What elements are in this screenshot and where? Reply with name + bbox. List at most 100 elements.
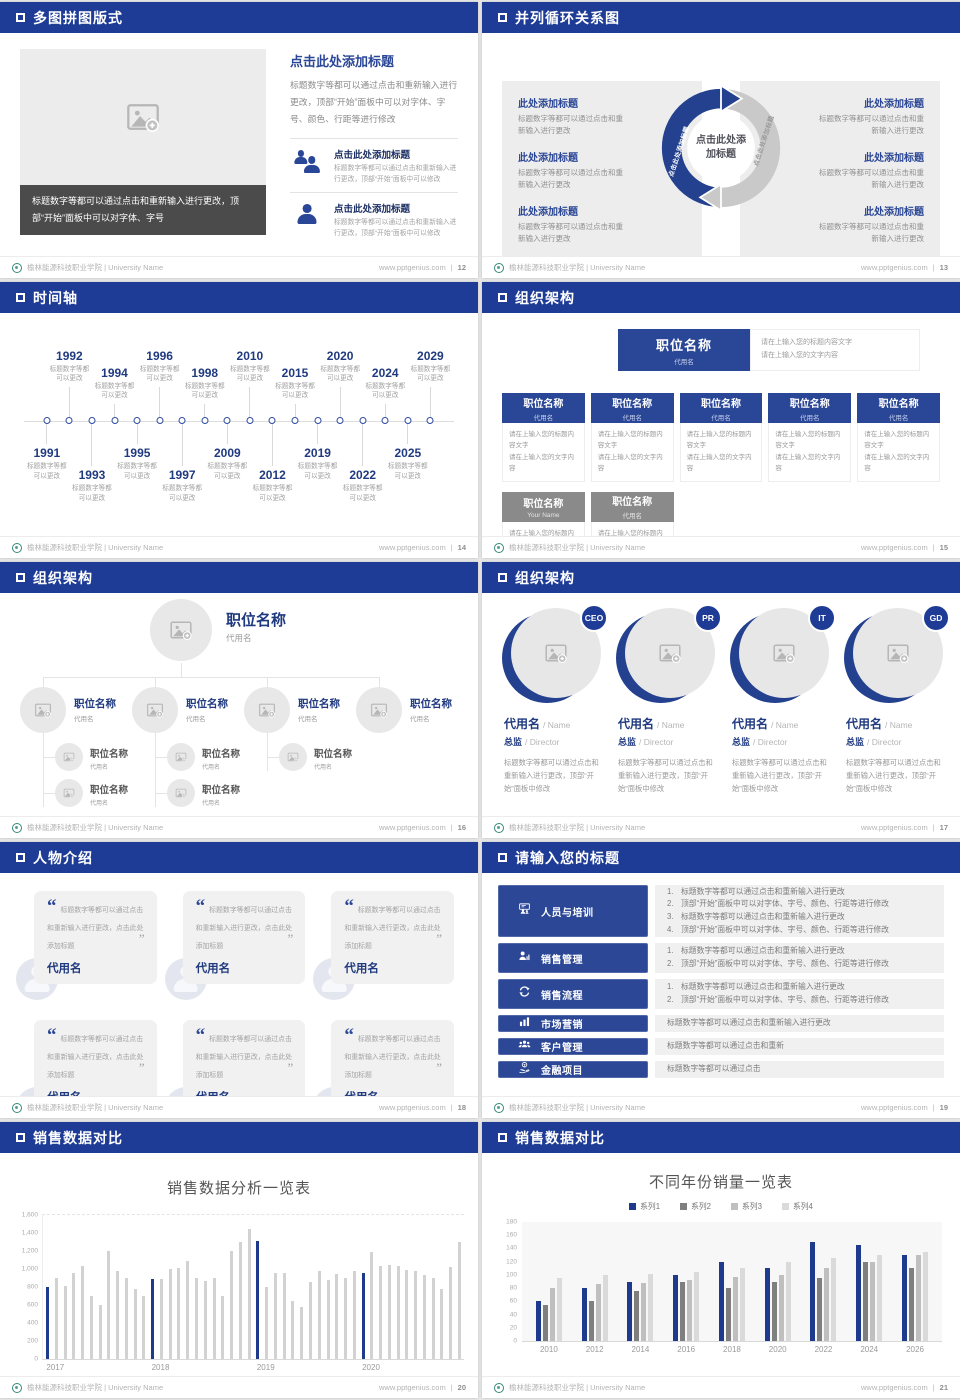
chart-bar [335,1274,339,1359]
topic-button[interactable]: 销售流程 [498,979,648,1009]
chart-bar [824,1268,830,1341]
legend-item: 系列4 [781,1201,813,1212]
detail-line: 2. 顶部“开始”面板中可以对字体、字号、颜色、行距等进行修改 [667,898,932,911]
timeline-text: 标题数字等都 可以更改 [365,382,406,400]
close-quote-icon: ” [138,1060,145,1075]
chart-bar [265,1287,269,1359]
slide-title: 人物介绍 [33,849,93,866]
timeline-item: 1998 标题数字等都 可以更改 [176,366,234,421]
topic-button[interactable]: 客户管理 [498,1038,648,1055]
timeline-connector [136,422,138,444]
connector-line [155,793,167,794]
page-number: 17 [939,823,948,832]
grouped-bar-chart: 180 160 140 120 100 80 60 40 20 0 2010 2012 2014 2016… [506,1219,942,1354]
position-title: 职位名称 [612,398,653,410]
footer-separator: | [450,263,453,272]
position-sub: 代用名 [202,801,221,807]
chart-bar [831,1257,837,1341]
topic-button[interactable]: 人员与培训 [498,885,648,937]
slide-title-bar: 多图拼图版式 [0,2,478,33]
image-placeholder-icon [545,644,567,664]
timeline-connector [429,387,431,421]
university-name: 榆林能源科技职业学院 | University Name [27,1383,164,1392]
person-card: “标题数字等都可以通过点击和重新输入进行更改，点击此处添加标题” 代用名 [313,891,454,1000]
detail-text: 标题数字等都可以通过点击和重新输入进行更改 [681,982,845,992]
timeline-year: 2022 [349,468,377,482]
feature-item: 点击此处添加标题 标题数字等都可以通过点击和重新输入进行更改，顶部“开始”面板中… [290,138,458,192]
org-child-label: 职位名称 代用名 [298,696,340,723]
profile-name: 代用名 / Name [618,715,716,732]
detail-text: 顶部“开始”面板中可以对字体、字号、颜色、行距等进行修改 [681,995,889,1004]
timeline: 1991 标题数字等都 可以更改 1992 标题数字等都 可以更改 1993 标题数字等都… [0,313,478,536]
feature-title: 点击此处添加标题 [334,150,411,162]
slide-thumbnail-15[interactable]: 组织架构 职位名称 代用名 请在上输入您的标题内容文字 请在上输入您的文字内容 … [482,282,960,558]
position-title: 职位名称 [298,698,340,710]
cycle-left-panel: 此处添加标题 标题数字等都可以通过点击和重 新输入进行更改 此处添加标题 标题数字等都… [502,81,702,256]
topic-button[interactable]: 市场营销 [498,1015,648,1032]
chart-bar [168,1269,172,1359]
slide-content: 销售数据分析一览表 1,600 1,400 1,200 1,000 800 600 400 2… [0,1153,478,1376]
slide-thumbnail-19[interactable]: 请输入您的标题 人员与培训 1. 标题数字等都可以通过点击和重新输入进行更改 2. 顶部… [482,842,960,1118]
role-en: / Director [753,737,788,747]
timeline-text: 标题数字等都 可以更改 [184,382,225,400]
chart-bar [732,1276,738,1341]
topic-button[interactable]: 销售管理 [498,943,648,973]
bar-chart: 1,600 1,400 1,200 1,000 800 600 400 200 0 2017 201… [22,1212,464,1372]
avatar-circle-small [167,779,195,807]
cycle-item: 此处添加标题 标题数字等都可以通过点击和重 新输入进行更改 [518,149,686,191]
university-logo-icon [494,542,504,553]
image-caption: 标题数字等都可以通过点击和重新输入进行更改，顶部“开始”面板中可以对字体、字号 [20,185,266,236]
chart-bar [556,1278,562,1341]
slide-title-bar: 请输入您的标题 [482,842,960,873]
slide-thumbnail-18[interactable]: 人物介绍 “标题数字等都可以通过点击和重新输入进行更改，点击此处添加标题” 代用名… [0,842,478,1118]
org-sub-label: 职位名称 代用名 [314,746,352,771]
chart-bar [142,1295,146,1359]
sales-icon [518,949,531,967]
chart-bar [542,1304,548,1341]
timeline-text: 标题数字等都 可以更改 [207,463,248,480]
position-title: 职位名称 [655,337,712,353]
org-child-label: 职位名称 代用名 [74,696,116,723]
close-quote-icon: ” [138,931,145,946]
chart-bar [739,1268,745,1341]
role-en: / Director [867,737,902,747]
slide-thumbnail-21[interactable]: 销售数据对比 不同年份销量一览表 系列1 系列2 系列3 系列4 180 160 140 1… [482,1122,960,1398]
timeline-point [65,417,73,424]
org-node-header: 职位名称 Your Name [502,491,585,522]
role-badge: GD [922,604,950,632]
chart-bar [291,1300,295,1359]
timeline-text: 标题数字等都 可以更改 [275,382,315,400]
cycle-right-panel: 此处添加标题 标题数字等都可以通过点击和重 新输入进行更改 此处添加标题 标题数字等都… [740,81,940,256]
chart-bar [124,1277,128,1359]
slide-thumbnail-14[interactable]: 时间轴 1991 标题数字等都 可以更改 1992 标题数字等都 可以更改 1993 标题… [0,282,478,558]
photo-placeholder [511,608,601,698]
avatar-circle-small [55,779,83,807]
topic-row: 金融项目 标题数字等都可以通过点击 [498,1061,944,1078]
timeline-year: 1996 [146,348,173,363]
position-sub: 代用名 [298,716,318,723]
timeline-text: 标题数字等都 可以更改 [139,365,180,383]
slide-thumbnail-12[interactable]: 多图拼图版式 标题数字等都可以通过点击和重新输入进行更改，顶部“开始”面板中可以… [0,2,478,278]
avatar-circle-small [55,743,83,771]
timeline-connector [204,404,206,421]
topic-button[interactable]: 金融项目 [498,1061,648,1078]
open-quote-icon: “ [344,896,354,917]
timeline-point [381,417,389,424]
bar-group: 2016 [673,1222,700,1354]
topic-label: 客户管理 [541,1043,583,1054]
connector-line [155,733,156,807]
slide-thumbnail-16[interactable]: 组织架构 职位名称 代用名 职位名称 代用名 职位名称 代用名 职位名称 代用名 职位名称 代用名… [0,562,478,838]
slide-title-bar: 组织架构 [482,282,960,313]
timeline-connector [226,422,228,444]
profile-text: 标题数字等都可以通过点击和重新输入进行更改，顶部“开始”面板中修改 [732,758,827,793]
chart-bar [449,1267,453,1359]
timeline-item: 1995 标题数字等都 可以更改 [108,422,166,481]
slide-thumbnail-17[interactable]: 组织架构 CEO 代用名 / Name 总监 / Director 标题数字等都可以通过点… [482,562,960,838]
university-name: 榆林能源科技职业学院 | University Name [27,823,164,832]
slide-thumbnail-13[interactable]: 并列循环关系图 此处添加标题 标题数字等都可以通过点击和重 新输入进行更改 此处添加… [482,2,960,278]
slide-thumbnail-20[interactable]: 销售数据对比 销售数据分析一览表 1,600 1,400 1,200 1,000 800… [0,1122,478,1398]
profile-role: 总监 / Director [618,735,716,748]
chart-bar [212,1277,216,1359]
y-axis-label: 1,200 [21,1247,38,1255]
timeline-point [111,417,119,424]
